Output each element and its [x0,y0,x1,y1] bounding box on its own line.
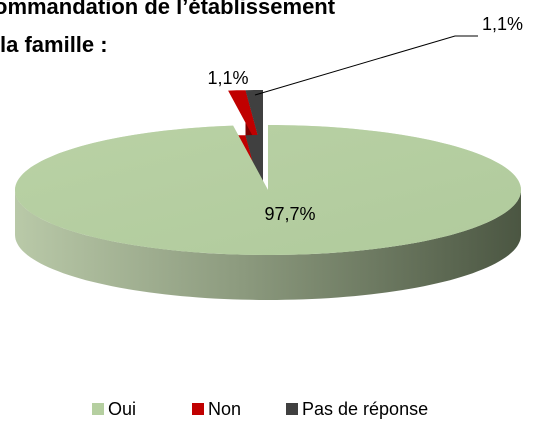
data-label: 97,7% [264,204,315,224]
legend-label: Oui [108,399,136,419]
legend-swatch [286,403,298,415]
legend-swatch [192,403,204,415]
data-label: 1,1% [207,68,248,88]
chart-title: ommandation de l’établissement [0,0,336,19]
data-label: 1,1% [482,14,523,34]
pie-side [15,190,521,300]
chart-title: la famille : [0,32,108,57]
legend-label: Non [208,399,241,419]
pie-slice-face [245,90,263,155]
legend-label: Pas de réponse [302,399,428,419]
leader-line [254,35,478,96]
pie-slice-shade [15,125,521,255]
legend-swatch [92,403,104,415]
